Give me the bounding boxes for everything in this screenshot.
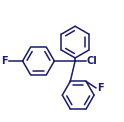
Text: Cl: Cl	[87, 56, 97, 66]
Text: F: F	[1, 56, 8, 66]
Text: F: F	[97, 83, 104, 93]
